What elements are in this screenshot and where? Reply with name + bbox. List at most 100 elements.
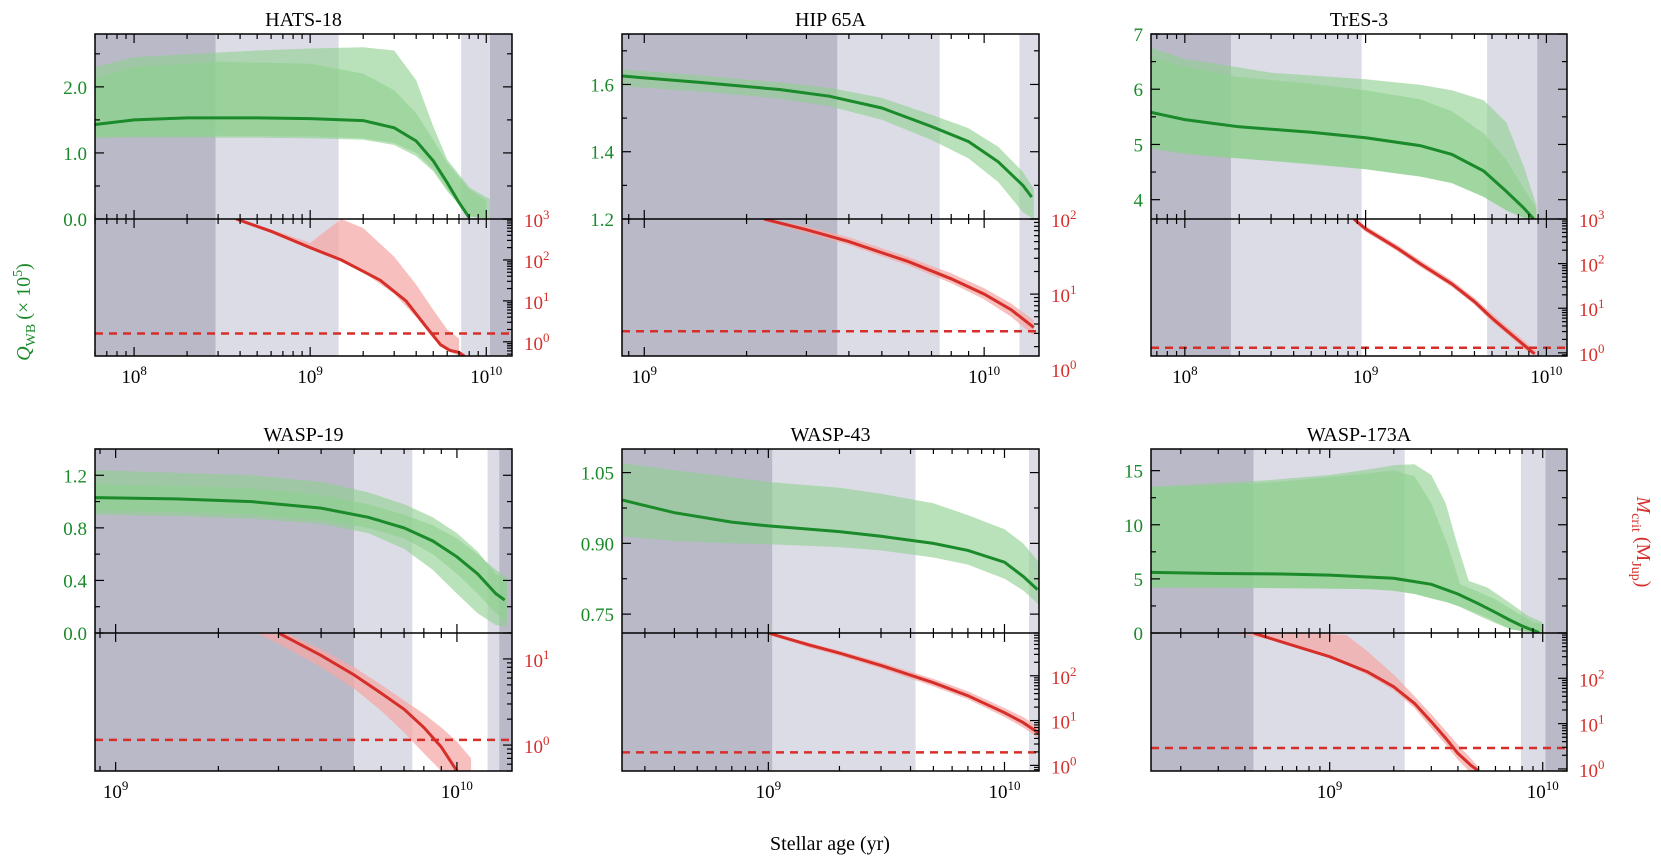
- m-band: [1232, 633, 1479, 771]
- panel-0: HATS-18 108 109 1010 0.0 1.0 2.0 103 102 101 100: [63, 9, 549, 388]
- x-tick-label: 109: [103, 778, 129, 803]
- x-tick-label: 1010: [1527, 778, 1559, 803]
- svg-text:QWB(× 105): QWB (× 105): [11, 263, 39, 361]
- m-y-tick-label: 100: [1051, 753, 1077, 778]
- q-median-line: [622, 498, 1039, 591]
- x-ticks: [628, 34, 985, 356]
- right-axis-unit-subscript: Jup: [1628, 561, 1643, 580]
- left-axis-exponent: 5: [11, 270, 26, 277]
- q-plot: [95, 470, 507, 627]
- q-y-ticks: [1151, 33, 1567, 201]
- left-axis-close: ): [13, 263, 35, 270]
- panel-title: HIP 65A: [795, 9, 866, 31]
- q-y-tick-label: 0.4: [63, 571, 87, 592]
- m-y-tick-label: 100: [524, 330, 550, 355]
- m-median-line: [1253, 633, 1480, 771]
- q-y-tick-label: 0.0: [63, 210, 87, 231]
- m-y-tick-label: 100: [1579, 341, 1605, 366]
- m-y-tick-label: 102: [1579, 666, 1605, 691]
- q-plot: [622, 463, 1039, 605]
- q-y-ticks: [622, 471, 1039, 615]
- q-y-tick-label: 1.6: [590, 75, 614, 96]
- q-y-tick-label: 4: [1134, 191, 1144, 212]
- x-ticks: [1156, 34, 1548, 356]
- x-ticks: [94, 34, 487, 356]
- m-y-ticks: [1558, 218, 1567, 356]
- panel-frame: [1150, 33, 1568, 357]
- m-y-tick-label: 102: [1051, 207, 1077, 232]
- right-axis-label: Mcrit (MJup): [1628, 496, 1654, 588]
- q-median-line: [95, 116, 471, 219]
- x-tick-label: 1010: [470, 363, 502, 388]
- m-y-tick-label: 101: [1051, 709, 1077, 734]
- q-y-tick-label: 2.0: [63, 78, 87, 99]
- x-tick-label: 108: [121, 363, 147, 388]
- q-y-tick-label: 1.4: [590, 143, 614, 164]
- panel-title: TrES-3: [1330, 9, 1388, 31]
- q-y-tick-label: 15: [1124, 462, 1143, 483]
- x-tick-label: 1010: [1530, 363, 1562, 388]
- right-axis-unit-open: (M: [1632, 537, 1654, 562]
- q-y-tick-label: 0.8: [63, 519, 87, 540]
- panel-2: TrES-3 108 109 1010 4 5 6 7 103 102 101 100: [1134, 9, 1605, 388]
- panel-frame: [621, 448, 1040, 772]
- m-y-tick-label: 102: [524, 248, 550, 273]
- m-plot: [622, 633, 1039, 754]
- m-median-line: [1352, 219, 1536, 355]
- panel-title: WASP-19: [263, 424, 343, 446]
- q-y-tick-label: 5: [1134, 135, 1144, 156]
- q-median-line: [1151, 570, 1540, 633]
- q-y-tick-label: 1.05: [581, 464, 614, 485]
- m-y-ticks: [503, 632, 512, 772]
- shade-region-1: [837, 34, 940, 356]
- x-tick-label: 109: [297, 363, 323, 388]
- m-y-tick-label: 101: [1051, 282, 1077, 307]
- x-tick-label: 1010: [968, 363, 1000, 388]
- shade-region-3: [1537, 34, 1567, 356]
- m-y-tick-label: 100: [1051, 357, 1077, 382]
- m-median-line: [767, 633, 1039, 735]
- m-y-ticks: [1030, 632, 1039, 771]
- m-y-tick-label: 100: [524, 733, 550, 758]
- panel-4: WASP-43 109 1010 0.75 0.90 1.05 102 101 100: [581, 424, 1077, 803]
- q-y-tick-label: 6: [1134, 80, 1144, 101]
- m-band: [236, 219, 459, 356]
- q-y-tick-label: 0.90: [581, 534, 614, 555]
- q-median-line: [1151, 110, 1535, 219]
- shade-region-3: [1545, 449, 1567, 771]
- m-y-tick-label: 100: [1579, 757, 1605, 782]
- m-y-ticks: [1558, 632, 1567, 772]
- m-y-ticks: [1030, 218, 1039, 348]
- q-median-line: [622, 74, 1033, 199]
- q-y-tick-label: 1.2: [63, 466, 87, 487]
- x-tick-label: 1010: [988, 778, 1020, 803]
- m-y-tick-label: 103: [524, 207, 550, 232]
- panel-5: WASP-173A 109 1010 0 5 10 15 102 101 100: [1124, 424, 1605, 803]
- panel-3: WASP-19 109 1010 0.0 0.4 0.8 1.2 101 100: [63, 424, 549, 803]
- q-plot: [95, 47, 490, 219]
- shade-region-2: [1029, 449, 1039, 771]
- q-y-tick-label: 0.75: [581, 605, 614, 626]
- q-inner-band: [95, 484, 507, 620]
- right-axis-symbol: M: [1632, 496, 1654, 515]
- panel-title: WASP-173A: [1307, 424, 1412, 446]
- m-plot: [95, 633, 512, 771]
- x-tick-label: 108: [1172, 363, 1198, 388]
- m-y-tick-label: 103: [1579, 207, 1605, 232]
- q-inner-band: [622, 463, 1039, 605]
- q-inner-band: [1151, 470, 1543, 633]
- q-y-tick-label: 7: [1134, 25, 1144, 46]
- q-inner-band: [1151, 56, 1537, 219]
- m-plot: [622, 219, 1039, 336]
- m-y-ticks: [503, 218, 512, 355]
- x-ticks: [1180, 449, 1544, 771]
- panel-title: WASP-43: [790, 424, 870, 446]
- panel-frame: [1150, 448, 1568, 772]
- left-axis-label: QWB (× 105): [11, 263, 39, 361]
- m-median-line: [235, 219, 466, 356]
- m-median-line: [277, 633, 459, 771]
- q-inner-band: [95, 61, 487, 219]
- q-y-tick-label: 10: [1124, 516, 1143, 537]
- m-plot: [1151, 219, 1567, 356]
